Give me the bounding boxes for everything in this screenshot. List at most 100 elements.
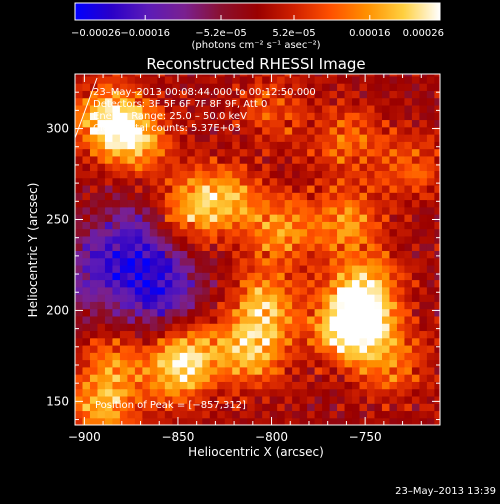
heatmap-cell (239, 272, 248, 281)
heatmap-cell (299, 199, 308, 208)
heatmap-cell (194, 192, 203, 201)
heatmap-cell (381, 294, 391, 302)
heatmap-cell (411, 235, 421, 244)
heatmap-cell (269, 410, 278, 419)
heatmap-cell (322, 97, 331, 106)
heatmap-cell (396, 235, 406, 244)
heatmap-cell (359, 148, 368, 157)
heatmap-cell (292, 112, 301, 121)
heatmap-cell (299, 286, 308, 295)
heatmap-cell (157, 134, 166, 142)
heatmap-cell (119, 417, 129, 425)
heatmap-cell (217, 199, 226, 208)
heatmap-cell (157, 308, 166, 317)
heatmap-cell (314, 83, 323, 91)
heatmap-cell (434, 243, 440, 251)
heatmap-cell (381, 323, 391, 332)
heatmap-cell (224, 199, 233, 208)
heatmap-cell (104, 374, 114, 382)
heatmap-cell (307, 381, 316, 390)
heatmap-cell (254, 221, 263, 230)
heatmap-cell (75, 148, 84, 157)
heatmap-cell (224, 235, 233, 244)
heatmap-cell (112, 199, 121, 208)
heatmap-cell (164, 104, 173, 113)
heatmap-cell (269, 264, 278, 273)
heatmap-cell (329, 374, 338, 382)
heatmap-cell (314, 235, 323, 244)
heatmap-cell (307, 148, 316, 157)
heatmap-cell (374, 257, 383, 266)
heatmap-cell (127, 257, 136, 266)
heatmap-cell (344, 315, 353, 324)
heatmap-cell (97, 126, 106, 135)
heatmap-cell (404, 134, 413, 142)
heatmap-cell (262, 214, 271, 222)
heatmap-cell (217, 374, 226, 382)
heatmap-cell (187, 177, 196, 186)
heatmap-cell (232, 177, 241, 186)
heatmap-cell (209, 330, 218, 339)
heatmap-cell (411, 74, 421, 77)
heatmap-cell (239, 104, 248, 113)
heatmap-cell (224, 74, 233, 77)
heatmap-cell (292, 308, 301, 317)
heatmap-cell (254, 163, 263, 171)
heatmap-cell (277, 294, 286, 302)
heatmap-cell (232, 388, 241, 397)
heatmap-cell (359, 308, 368, 317)
heatmap-cell (419, 308, 428, 317)
heatmap-cell (119, 83, 129, 91)
heatmap-cell (217, 403, 226, 412)
heatmap-cell (284, 374, 293, 382)
heatmap-cell (172, 410, 181, 419)
heatmap-cell (194, 374, 203, 382)
heatmap-cell (277, 410, 286, 419)
heatmap-cell (322, 294, 331, 302)
heatmap-cell (104, 163, 114, 171)
heatmap-cell (374, 337, 383, 346)
heatmap-cell (389, 177, 398, 186)
heatmap-cell (97, 192, 106, 201)
heatmap-cell (149, 388, 158, 397)
heatmap-cell (367, 214, 376, 222)
heatmap-cell (119, 104, 129, 113)
heatmap-cell (217, 141, 226, 150)
heatmap-cell (179, 192, 188, 201)
heatmap-cell (104, 221, 114, 230)
heatmap-cell (89, 214, 99, 222)
heatmap-cell (307, 90, 316, 99)
heatmap-cell (149, 214, 158, 222)
heatmap-cell (254, 388, 263, 397)
heatmap-cell (314, 337, 323, 346)
heatmap-cell (232, 366, 241, 375)
heatmap-cell (434, 403, 440, 412)
heatmap-cell (292, 279, 301, 288)
heatmap-cell (82, 359, 91, 368)
heatmap-cell (232, 119, 241, 128)
heatmap-cell (97, 344, 106, 353)
heatmap-cell (89, 177, 99, 186)
heatmap-cell (194, 199, 203, 208)
heatmap-cell (104, 279, 114, 288)
heatmap-cell (97, 272, 106, 281)
heatmap-cell (411, 315, 421, 324)
heatmap-cell (224, 272, 233, 281)
heatmap-cell (202, 257, 211, 266)
heatmap-cell (232, 97, 241, 106)
heatmap-cell (149, 417, 158, 425)
heatmap-cell (411, 264, 421, 273)
heatmap-cell (381, 337, 391, 346)
heatmap-cell (352, 388, 361, 397)
heatmap-cell (134, 308, 143, 317)
heatmap-cell (89, 388, 99, 397)
heatmap-cell (232, 75, 241, 84)
heatmap-cell (134, 272, 143, 281)
heatmap-cell (202, 221, 211, 230)
heatmap-cell (389, 235, 398, 244)
heatmap-cell (239, 417, 248, 425)
heatmap-cell (202, 410, 211, 419)
heatmap-cell (269, 330, 278, 339)
heatmap-cell (112, 410, 121, 419)
heatmap-cell (322, 163, 331, 171)
